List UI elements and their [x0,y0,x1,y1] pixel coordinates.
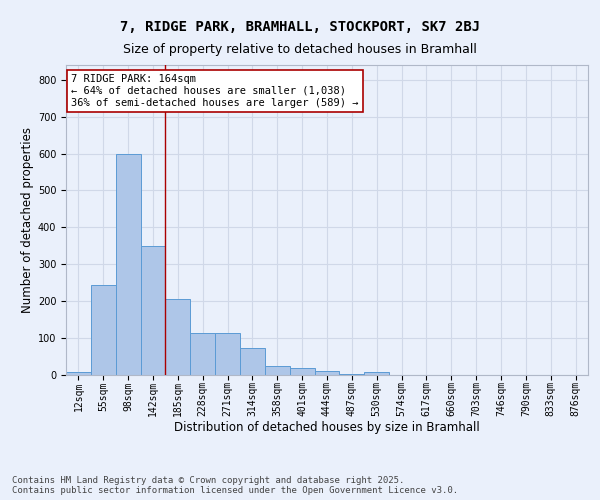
Bar [116,154,140,375]
Bar [364,372,389,375]
Bar [265,366,290,375]
Text: Contains HM Land Registry data © Crown copyright and database right 2025.
Contai: Contains HM Land Registry data © Crown c… [12,476,458,495]
Text: 7, RIDGE PARK, BRAMHALL, STOCKPORT, SK7 2BJ: 7, RIDGE PARK, BRAMHALL, STOCKPORT, SK7 … [120,20,480,34]
Text: 7 RIDGE PARK: 164sqm
← 64% of detached houses are smaller (1,038)
36% of semi-de: 7 RIDGE PARK: 164sqm ← 64% of detached h… [71,74,359,108]
Bar [166,298,190,375]
Bar [290,368,314,375]
Bar [240,348,265,375]
Bar [314,372,340,375]
Bar [215,332,240,375]
Bar [340,374,364,375]
X-axis label: Distribution of detached houses by size in Bramhall: Distribution of detached houses by size … [174,420,480,434]
Bar [140,246,166,375]
Text: Size of property relative to detached houses in Bramhall: Size of property relative to detached ho… [123,42,477,56]
Y-axis label: Number of detached properties: Number of detached properties [20,127,34,313]
Bar [66,372,91,375]
Bar [91,286,116,375]
Bar [190,332,215,375]
